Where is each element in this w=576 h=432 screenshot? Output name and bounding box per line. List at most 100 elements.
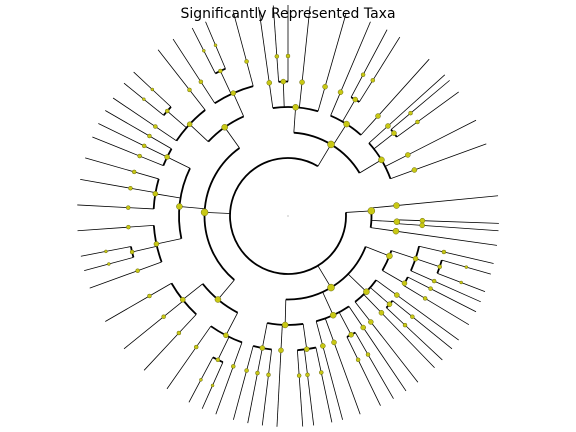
branch-1-0-1 xyxy=(382,270,405,284)
taxon-node-1-2-1-0 xyxy=(365,352,371,357)
leaf-extension-0-1-0 xyxy=(422,220,499,224)
taxon-node-1-3-0-2 xyxy=(296,373,302,378)
branch-2-1-0-0 xyxy=(137,261,162,272)
branch-2-2-1-2 xyxy=(246,61,254,87)
branch-2-1-1-1 xyxy=(130,187,156,194)
branch-2-2-1 xyxy=(232,92,245,117)
branch-1-3-0-1 xyxy=(303,349,308,375)
taxon-node-3-2-1-1 xyxy=(415,119,420,125)
branch-3-2-3 xyxy=(390,169,415,180)
taxon-node-2-2-1 xyxy=(230,90,237,96)
branch-3-1-1-1 xyxy=(358,80,374,103)
branch-2-1-1-2 xyxy=(134,171,159,180)
taxon-node-2-1-0 xyxy=(153,241,160,247)
leaf-extension-1-2-2 xyxy=(333,342,361,415)
leaf-extension-2-1-0-0 xyxy=(89,270,138,289)
branch-2-0-1-1 xyxy=(163,300,184,318)
taxon-node-2-0-1 xyxy=(179,296,186,303)
taxon-node-1-1 xyxy=(363,288,370,295)
taxon-node-2-1-0-1-1 xyxy=(104,249,108,254)
taxon-node-1-1-0 xyxy=(394,292,400,298)
leaf-extension-1-1-1-0 xyxy=(412,316,453,350)
taxon-node-2-0-0-2 xyxy=(193,344,199,350)
taxon-node-2-0 xyxy=(214,296,222,303)
leaf-extension-2-1-1-1 xyxy=(80,178,131,189)
leaf-extension-2-1-0-1-1 xyxy=(80,251,106,257)
branch-1-3-0-0 xyxy=(315,347,322,373)
branch-2 xyxy=(204,211,231,214)
branch-1-0-1-0 xyxy=(407,276,431,289)
taxon-node-1-2-3 xyxy=(320,343,326,349)
branch-0-0 xyxy=(371,205,397,209)
branch-0-2 xyxy=(370,227,396,232)
leaf-extension-1-0-0-0 xyxy=(443,251,494,264)
branch-3 xyxy=(317,144,332,167)
leaf-extension-2-0-0-0 xyxy=(215,366,234,415)
leaf-extension-2-1-0-1-0 xyxy=(84,263,109,271)
branch-0-1-0 xyxy=(396,219,423,222)
leaf-extension-3-1-2 xyxy=(377,58,430,117)
taxon-node-3-2-0 xyxy=(385,123,391,129)
taxon-node-2-0-0-0 xyxy=(231,364,236,369)
taxon-node-2-1-1-2 xyxy=(131,169,137,175)
taxon-node-2-2-1-1-1 xyxy=(213,43,218,47)
leaf-extension-3-0-2 xyxy=(301,6,311,83)
branch-2-0-0-1-0 xyxy=(212,362,224,386)
taxon-node-1-0-0-1 xyxy=(437,264,442,270)
branch-2-2-0-1 xyxy=(166,110,187,129)
branch-2-2-0 xyxy=(189,123,209,142)
taxon-node-2-2-0 xyxy=(186,121,193,128)
leaf-extension-1-3-2-1 xyxy=(247,372,258,424)
branch-2-2-1-1-0 xyxy=(203,50,216,74)
branch-1-3-2-1 xyxy=(257,347,263,374)
taxon-node-1-3-0-1 xyxy=(305,372,310,378)
taxon-node-2-2-1-1-0 xyxy=(202,48,206,53)
branch-2-0-1 xyxy=(182,283,203,301)
branch-0-1-1 xyxy=(396,223,423,226)
taxon-node-1-2-1-1 xyxy=(355,357,361,363)
taxon-node-3-1-1-0 xyxy=(360,72,366,77)
branch-2-2 xyxy=(224,127,240,149)
taxon-node-1-0-1 xyxy=(401,280,408,286)
branch-1-1-1 xyxy=(369,287,390,305)
leaf-extension-3-1-0 xyxy=(340,21,371,93)
branch-1-0-1-1 xyxy=(403,284,426,299)
branch-2-1-2 xyxy=(166,156,191,169)
leaf-extension-2-1-0-2 xyxy=(77,226,129,232)
leaf-extension-2-2-0-1-1 xyxy=(133,71,153,90)
leaf-extension-1-3-2-2 xyxy=(233,370,247,420)
taxon-node-2-0-0-1-1 xyxy=(199,378,203,382)
branch-3-2-0 xyxy=(368,125,389,144)
clade-arc-2 xyxy=(203,147,241,281)
branch-1-2-0 xyxy=(348,306,364,328)
taxon-node-2-1-1-0 xyxy=(125,205,131,210)
leaf-extension-2-2-1-1-1 xyxy=(205,21,216,46)
taxon-node-2-0-0-1 xyxy=(215,357,221,363)
branch-1-0-0-1-0 xyxy=(441,259,467,268)
branch-2-0-0-2 xyxy=(195,325,212,348)
taxon-node-1-0-0-1-0 xyxy=(464,265,469,269)
taxon-node-1 xyxy=(327,283,335,292)
taxon-node-2-1-2-2 xyxy=(147,133,152,139)
taxon-node-3-1 xyxy=(343,120,350,128)
taxon-node-1-0-0-1-1 xyxy=(459,280,463,285)
branch-3-2-1-1 xyxy=(396,121,418,138)
branch-1-1-1-0 xyxy=(392,300,413,318)
leaf-extension-1-1-0 xyxy=(396,294,459,341)
taxon-node-2-1 xyxy=(176,203,183,210)
branch-1-1 xyxy=(347,273,367,293)
branch-2-2-0-1-0 xyxy=(143,98,164,116)
taxon-node-2-1-2-0 xyxy=(137,153,142,159)
branch-1-1-0 xyxy=(375,279,398,296)
leaf-extension-3-0-3 xyxy=(324,13,347,87)
branch-3-1 xyxy=(332,123,347,146)
leaf-extension-2-2-0-1-0 xyxy=(123,82,145,100)
branch-2-2-0-1-1 xyxy=(152,89,172,108)
clade-arc-2-1 xyxy=(178,167,191,239)
branch-2-1-0 xyxy=(156,238,182,245)
leaf-extension-2-1-1-0 xyxy=(77,204,129,209)
branch-1-2-3 xyxy=(315,321,324,347)
branch-1-3-2-2 xyxy=(246,345,254,371)
leaf-extension-1-2-0 xyxy=(362,327,407,392)
